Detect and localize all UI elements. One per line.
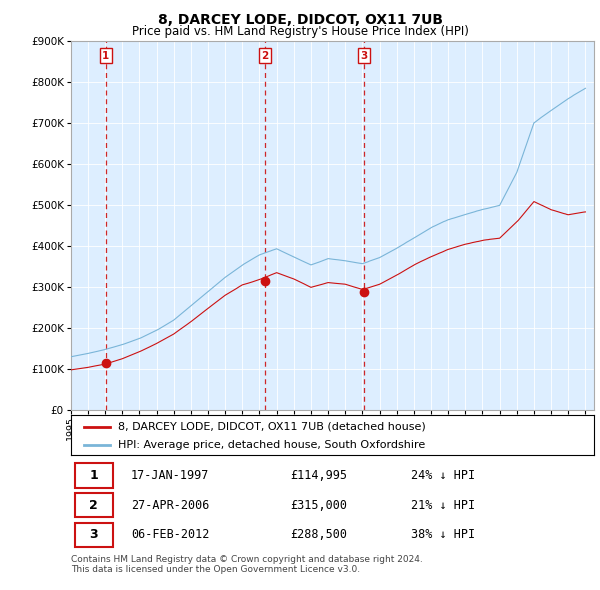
Text: 3: 3 [361, 51, 368, 61]
Text: £114,995: £114,995 [290, 469, 347, 482]
Text: 8, DARCEY LODE, DIDCOT, OX11 7UB: 8, DARCEY LODE, DIDCOT, OX11 7UB [157, 13, 443, 27]
FancyBboxPatch shape [75, 523, 113, 547]
Text: 2: 2 [262, 51, 269, 61]
Text: 8, DARCEY LODE, DIDCOT, OX11 7UB (detached house): 8, DARCEY LODE, DIDCOT, OX11 7UB (detach… [118, 422, 425, 432]
Text: Price paid vs. HM Land Registry's House Price Index (HPI): Price paid vs. HM Land Registry's House … [131, 25, 469, 38]
Text: 1: 1 [102, 51, 109, 61]
Text: 17-JAN-1997: 17-JAN-1997 [131, 469, 209, 482]
Text: 27-APR-2006: 27-APR-2006 [131, 499, 209, 512]
Text: HPI: Average price, detached house, South Oxfordshire: HPI: Average price, detached house, Sout… [118, 441, 425, 450]
FancyBboxPatch shape [75, 463, 113, 487]
Text: 24% ↓ HPI: 24% ↓ HPI [411, 469, 475, 482]
Text: 1: 1 [89, 469, 98, 482]
Text: £315,000: £315,000 [290, 499, 347, 512]
Text: This data is licensed under the Open Government Licence v3.0.: This data is licensed under the Open Gov… [71, 565, 360, 574]
Text: 21% ↓ HPI: 21% ↓ HPI [411, 499, 475, 512]
Text: 38% ↓ HPI: 38% ↓ HPI [411, 528, 475, 541]
Text: Contains HM Land Registry data © Crown copyright and database right 2024.: Contains HM Land Registry data © Crown c… [71, 555, 422, 563]
Text: 06-FEB-2012: 06-FEB-2012 [131, 528, 209, 541]
Text: 2: 2 [89, 499, 98, 512]
FancyBboxPatch shape [75, 493, 113, 517]
Text: 3: 3 [89, 528, 98, 541]
Text: £288,500: £288,500 [290, 528, 347, 541]
